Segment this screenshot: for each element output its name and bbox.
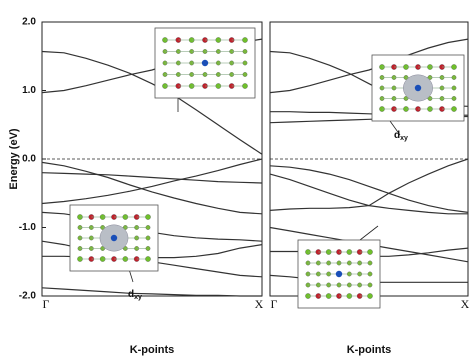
chart: 2.01.00.0-1.0-2.0ΓXK-pointsEnergy (eV)dx… <box>0 0 475 359</box>
orbital-label: dxy <box>394 130 408 142</box>
band <box>42 288 262 296</box>
y-tick-label: 2.0 <box>22 17 36 28</box>
inset: dxy <box>372 55 464 142</box>
atom <box>242 83 247 88</box>
orbital-label-sub: xy <box>134 294 142 301</box>
orbital-label: dxy <box>128 289 142 301</box>
y-axis-label: Energy (eV) <box>8 128 20 189</box>
atom <box>367 293 372 298</box>
atom <box>146 236 150 240</box>
atom <box>451 106 456 111</box>
atom <box>368 261 372 265</box>
orbital-label-sub: xy <box>400 135 408 142</box>
atom <box>368 283 372 287</box>
y-tick-label: 1.0 <box>22 85 36 96</box>
atom <box>243 61 247 65</box>
atom <box>452 75 456 79</box>
inset: dxy <box>70 205 158 301</box>
atom <box>367 249 372 254</box>
atom <box>145 256 150 261</box>
x-tick-label: Γ <box>43 297 50 311</box>
x-tick-label: X <box>255 297 264 311</box>
atom <box>243 49 247 53</box>
inset <box>155 28 255 112</box>
atom <box>368 272 372 276</box>
atom <box>243 72 247 76</box>
x-axis-label: K-points <box>347 344 392 356</box>
atom <box>451 64 456 69</box>
atom <box>146 225 150 229</box>
metal-atom <box>336 271 342 277</box>
atom <box>242 37 247 42</box>
y-tick-label: -2.0 <box>19 291 37 302</box>
metal-atom <box>415 85 421 91</box>
metal-atom <box>111 235 117 241</box>
y-tick-label: 0.0 <box>22 154 36 165</box>
atom <box>145 214 150 219</box>
band <box>270 159 468 210</box>
y-tick-label: -1.0 <box>19 222 37 233</box>
metal-atom <box>202 60 208 66</box>
band <box>42 173 262 183</box>
x-axis-label: K-points <box>130 344 175 356</box>
x-tick-label: X <box>461 297 470 311</box>
atom <box>452 86 456 90</box>
atom <box>452 96 456 100</box>
inset-pointer <box>360 226 378 240</box>
band <box>42 159 262 204</box>
x-tick-label: Γ <box>271 297 278 311</box>
atom <box>146 246 150 250</box>
inset <box>298 226 380 308</box>
